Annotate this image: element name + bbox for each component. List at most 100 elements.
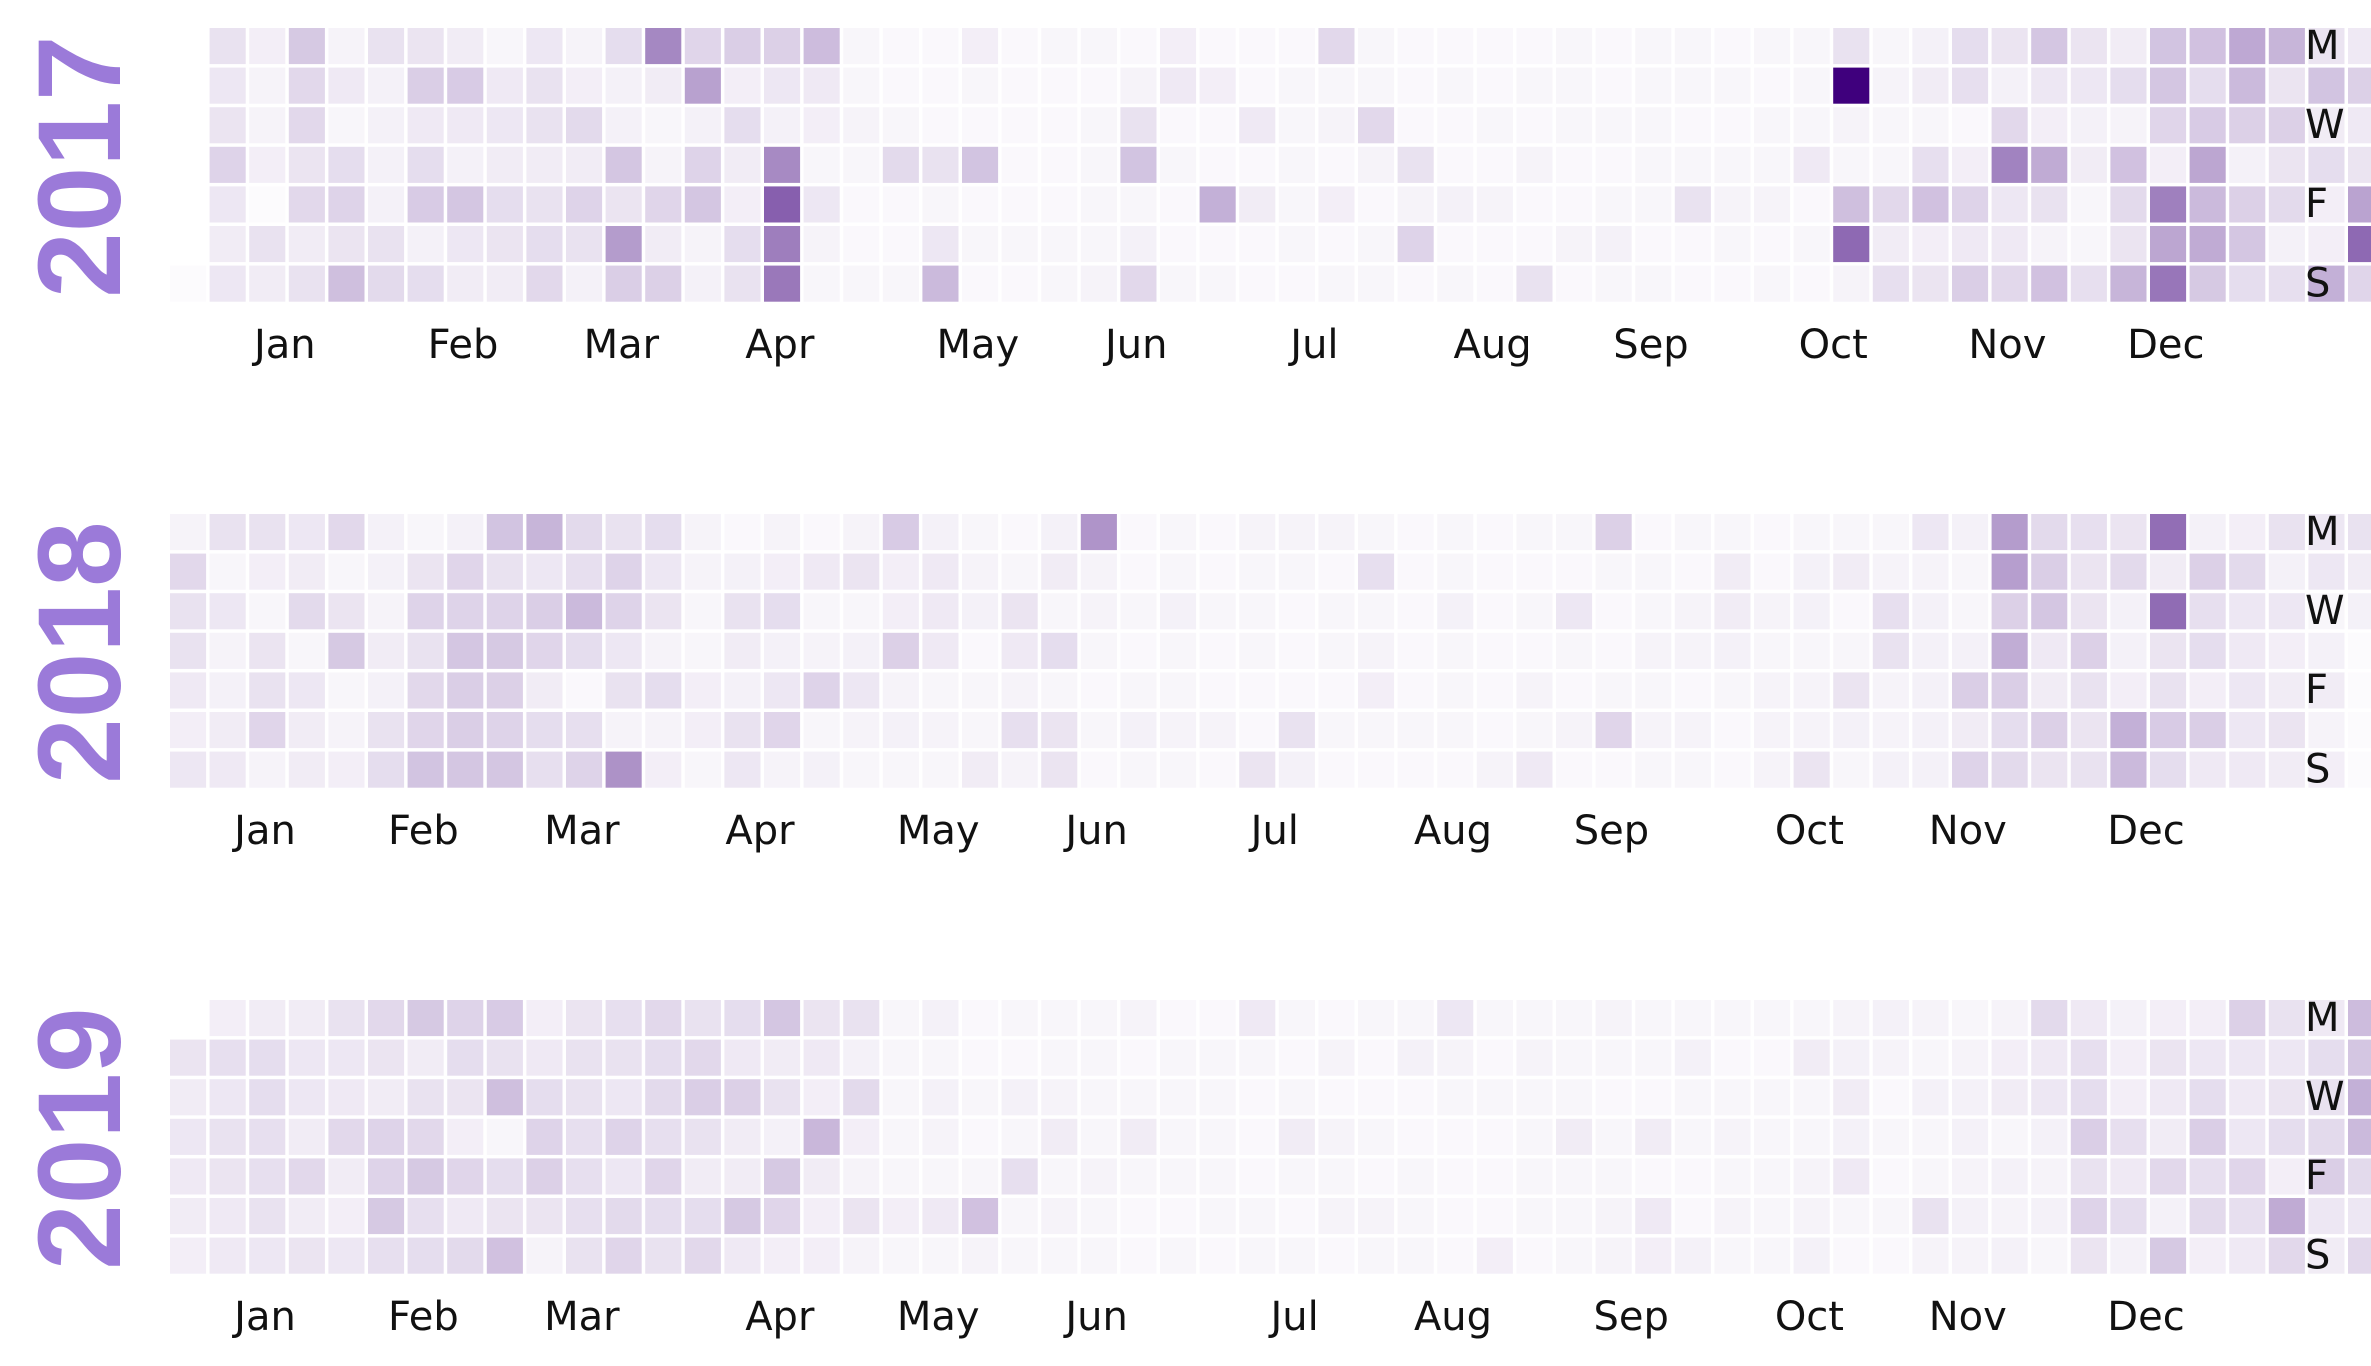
day-cell: [1279, 633, 1315, 669]
day-cell: [1556, 593, 1592, 629]
day-cell: [1714, 266, 1750, 302]
day-cell: [408, 1079, 444, 1115]
day-cell: [962, 554, 998, 590]
day-cell: [2348, 752, 2371, 788]
day-cell: [1358, 514, 1394, 550]
day-cell: [645, 1158, 681, 1194]
day-cell: [1002, 1198, 1038, 1234]
day-cell: [210, 633, 246, 669]
day-cell: [328, 633, 364, 669]
day-cell: [2150, 147, 2186, 183]
day-cell: [566, 266, 602, 302]
day-cell: [526, 1040, 562, 1076]
day-cell: [922, 712, 958, 748]
day-cell: [843, 1158, 879, 1194]
day-cell: [2348, 593, 2371, 629]
day-cell: [2308, 147, 2344, 183]
day-cell: [1635, 226, 1671, 262]
day-cell: [606, 266, 642, 302]
day-cell: [1477, 1040, 1513, 1076]
day-cell: [1279, 554, 1315, 590]
day-cell: [1516, 1158, 1552, 1194]
day-cell: [1200, 712, 1236, 748]
day-cell: [328, 107, 364, 143]
day-cell: [1714, 554, 1750, 590]
day-cell: [1200, 1158, 1236, 1194]
day-cell: [1398, 712, 1434, 748]
day-cell: [1873, 514, 1909, 550]
month-label: Dec: [2107, 1294, 2184, 1340]
day-cell: [1912, 1000, 1948, 1036]
day-cell: [1873, 28, 1909, 64]
day-cell: [1358, 266, 1394, 302]
day-cell: [526, 1198, 562, 1234]
day-cell: [1912, 1238, 1948, 1274]
day-cell: [1833, 266, 1869, 302]
day-cell: [368, 147, 404, 183]
day-cell: [2150, 28, 2186, 64]
day-cell: [487, 1000, 523, 1036]
day-cell: [1516, 593, 1552, 629]
day-cell: [2110, 1158, 2146, 1194]
day-cell: [685, 186, 721, 222]
day-cell: [2190, 147, 2226, 183]
day-cell: [724, 1079, 760, 1115]
day-cell: [922, 1158, 958, 1194]
day-cell: [368, 186, 404, 222]
day-cell: [2150, 107, 2186, 143]
day-cell: [2308, 712, 2344, 748]
day-cell: [1477, 68, 1513, 104]
day-cell: [2269, 1000, 2305, 1036]
day-cell: [408, 1119, 444, 1155]
day-cell: [447, 1158, 483, 1194]
day-cell: [2348, 1198, 2371, 1234]
day-cell: [1754, 752, 1790, 788]
day-cell: [447, 28, 483, 64]
day-cell: [210, 1079, 246, 1115]
day-cell: [328, 1119, 364, 1155]
day-cell: [962, 1158, 998, 1194]
day-cell: [1318, 1198, 1354, 1234]
day-cell: [1477, 1198, 1513, 1234]
day-cell: [2348, 1040, 2371, 1076]
day-cell: [1516, 1119, 1552, 1155]
day-cell: [1358, 593, 1394, 629]
day-cell: [1833, 1000, 1869, 1036]
day-cell: [1714, 107, 1750, 143]
day-cell: [368, 593, 404, 629]
day-cell: [1992, 68, 2028, 104]
day-cell: [1160, 633, 1196, 669]
day-cell: [922, 226, 958, 262]
weekday-label: M: [2305, 509, 2340, 555]
month-label: May: [897, 1294, 980, 1340]
day-cell: [606, 752, 642, 788]
day-cell: [368, 514, 404, 550]
day-cell: [2269, 1040, 2305, 1076]
day-cell: [685, 1040, 721, 1076]
day-cell: [1239, 712, 1275, 748]
day-cell: [1041, 186, 1077, 222]
day-cell: [1477, 186, 1513, 222]
day-cell: [328, 147, 364, 183]
day-cell: [724, 266, 760, 302]
day-cell: [328, 226, 364, 262]
day-cell: [1081, 1198, 1117, 1234]
day-cell: [2269, 1158, 2305, 1194]
day-cell: [645, 266, 681, 302]
day-cell: [1239, 226, 1275, 262]
day-cell: [1120, 752, 1156, 788]
day-cell: [764, 554, 800, 590]
day-cell: [1833, 593, 1869, 629]
day-cell: [1279, 672, 1315, 708]
day-cell: [606, 1000, 642, 1036]
day-cell: [645, 593, 681, 629]
day-cell: [1398, 514, 1434, 550]
month-label: Jan: [251, 322, 316, 368]
day-cell: [764, 1198, 800, 1234]
day-cell: [1081, 68, 1117, 104]
day-cell: [724, 1000, 760, 1036]
day-cell: [249, 107, 285, 143]
day-cell: [685, 554, 721, 590]
day-cell: [1239, 186, 1275, 222]
